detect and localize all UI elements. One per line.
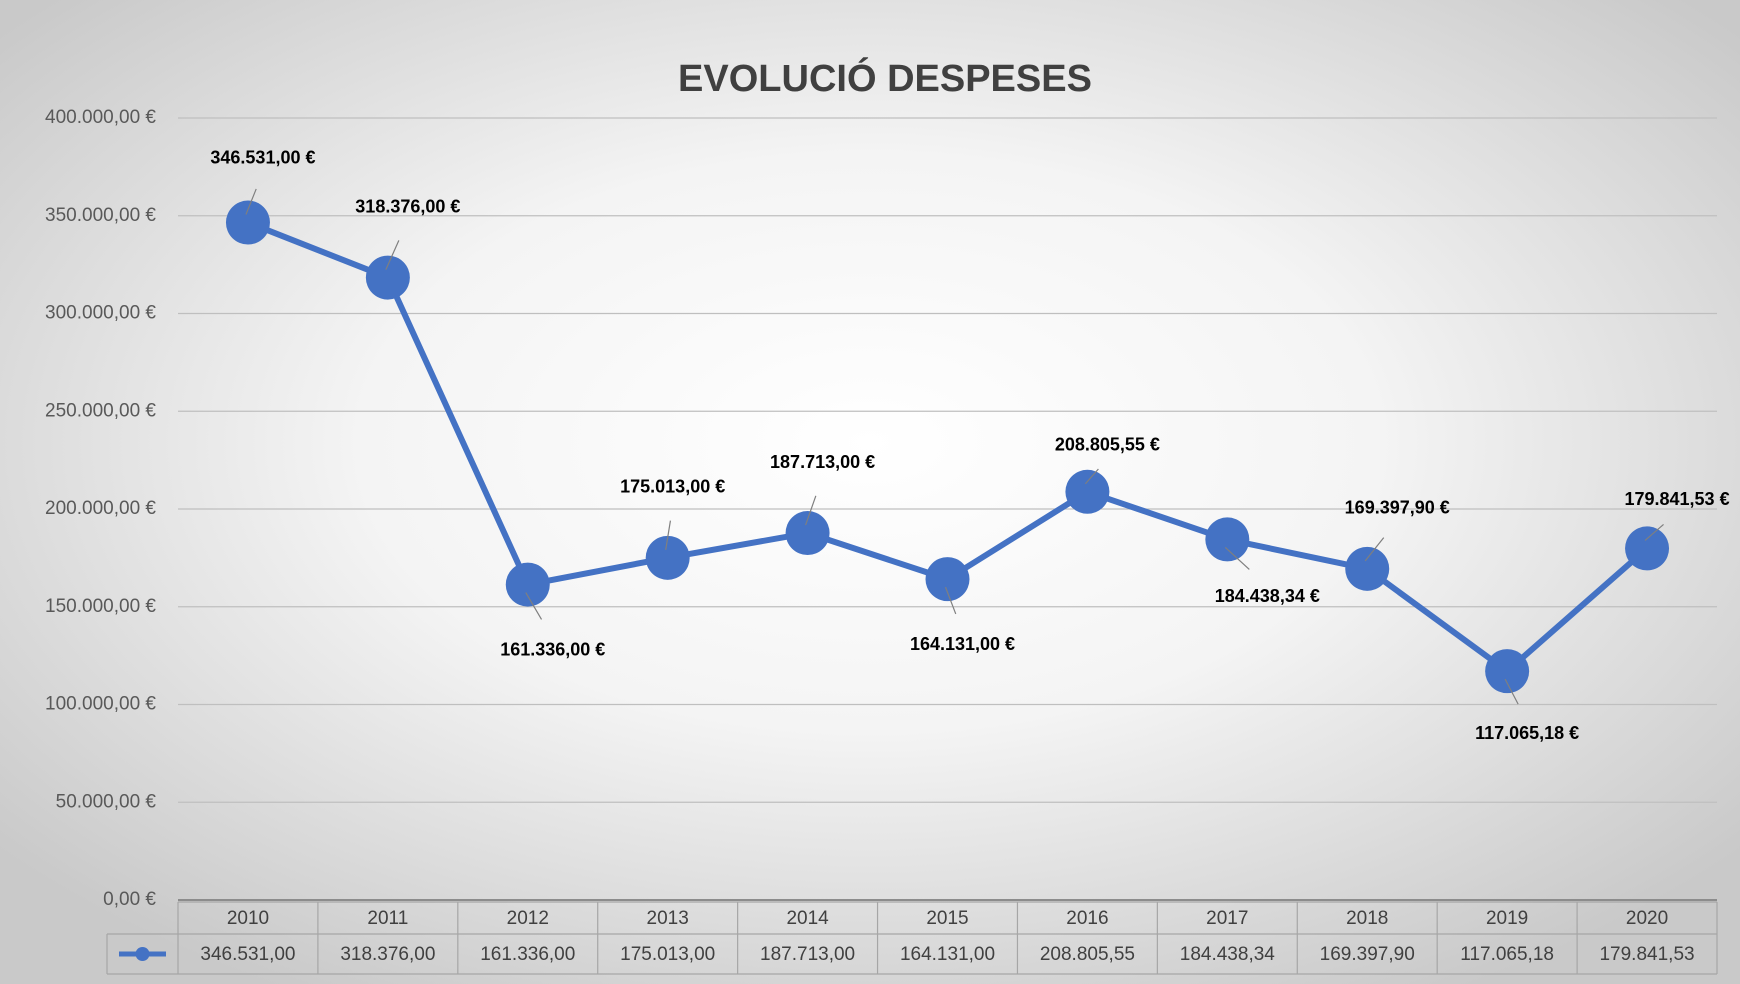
- data-label: 117.065,18 €: [1475, 723, 1579, 743]
- x-tick-label: 2015: [926, 908, 968, 929]
- data-label: 161.336,00 €: [500, 639, 605, 659]
- x-tick-label: 2017: [1206, 908, 1248, 929]
- y-tick-label: 350.000,00 €: [45, 205, 156, 226]
- legend-key-marker: [135, 947, 150, 961]
- x-tick-label: 2012: [507, 908, 549, 929]
- x-tick-label: 2010: [227, 908, 269, 929]
- table-value: 179.841,53: [1599, 944, 1694, 965]
- x-tick-label: 2018: [1346, 908, 1388, 929]
- y-tick-label: 100.000,00 €: [45, 694, 156, 715]
- leader-line: [525, 592, 543, 620]
- marker: [505, 562, 550, 607]
- y-tick-label: 250.000,00 €: [45, 400, 156, 421]
- leader-line: [1084, 468, 1099, 485]
- marker: [925, 557, 970, 602]
- data-label: 175.013,00 €: [620, 477, 725, 497]
- data-label: 208.805,55 €: [1055, 435, 1160, 455]
- x-tick-label: 2013: [647, 908, 689, 929]
- marker: [1345, 546, 1390, 591]
- table-value: 208.805,55: [1040, 944, 1135, 965]
- leader-line: [245, 188, 257, 215]
- x-tick-label: 2020: [1626, 908, 1668, 929]
- y-tick-label: 200.000,00 €: [45, 498, 156, 519]
- leader-line: [1504, 678, 1519, 705]
- leader-line: [385, 240, 400, 270]
- data-label: 318.376,00 €: [355, 196, 460, 216]
- leader-line: [1224, 546, 1250, 570]
- table-value: 187.713,00: [760, 944, 855, 965]
- data-label: 164.131,00 €: [910, 634, 1015, 654]
- y-tick-label: 150.000,00 €: [45, 596, 156, 617]
- leader-line: [1644, 523, 1664, 541]
- data-label: 179.841,53 €: [1624, 489, 1729, 509]
- table-value: 161.336,00: [480, 944, 575, 965]
- y-tick-label: 400.000,00 €: [45, 107, 156, 128]
- table-value: 346.531,00: [200, 944, 295, 965]
- leader-line: [1364, 537, 1385, 562]
- marker: [1065, 469, 1110, 514]
- data-label: 187.713,00 €: [770, 452, 875, 472]
- marker: [1205, 517, 1250, 562]
- y-tick-label: 300.000,00 €: [45, 303, 156, 324]
- marker: [645, 535, 690, 580]
- data-label: 346.531,00 €: [210, 147, 315, 167]
- x-tick-label: 2014: [786, 908, 829, 929]
- table-value: 164.131,00: [900, 944, 995, 965]
- table-value: 175.013,00: [620, 944, 715, 965]
- data-label: 169.397,90 €: [1345, 498, 1450, 518]
- leader-line: [805, 495, 817, 526]
- marker: [225, 200, 270, 245]
- data-label: 184.438,34 €: [1215, 586, 1320, 606]
- marker: [1485, 649, 1530, 694]
- marker: [1625, 526, 1670, 571]
- x-tick-label: 2011: [367, 908, 408, 929]
- x-tick-label: 2019: [1486, 908, 1528, 929]
- marker: [785, 511, 830, 556]
- leader-line: [944, 586, 957, 615]
- x-tick-label: 2016: [1066, 908, 1108, 929]
- marker: [365, 255, 410, 300]
- table-value: 318.376,00: [340, 944, 435, 965]
- y-tick-label: 50.000,00 €: [56, 791, 157, 812]
- table-value: 117.065,18: [1460, 944, 1554, 965]
- leader-line: [665, 520, 672, 550]
- table-value: 184.438,34: [1180, 944, 1276, 965]
- table-value: 169.397,90: [1320, 944, 1415, 965]
- chart-title: EVOLUCIÓ DESPESES: [678, 56, 1092, 100]
- y-tick-label: 0,00 €: [103, 889, 156, 910]
